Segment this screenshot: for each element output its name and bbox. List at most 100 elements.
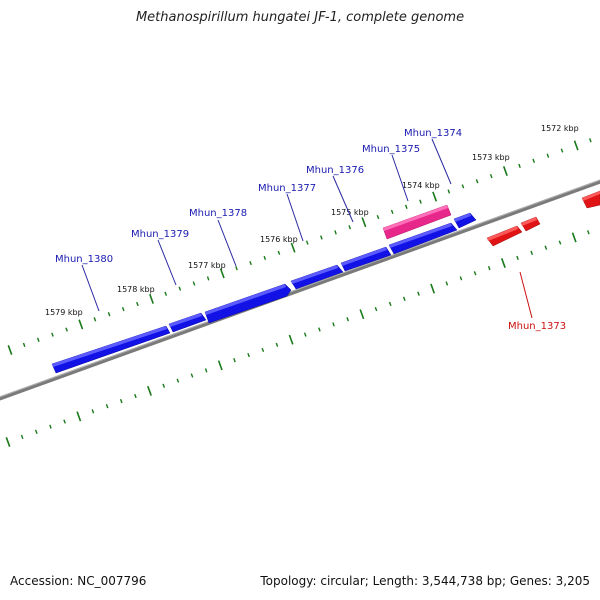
gene-label-mhun-1373[interactable]: Mhun_1373 — [508, 321, 566, 332]
gene-mhun-1378[interactable] — [204, 283, 292, 324]
major-tick — [500, 258, 506, 268]
major-tick — [573, 140, 579, 151]
minor-tick — [332, 322, 335, 327]
gene-mhun-1372-top — [521, 217, 537, 226]
minor-tick — [162, 383, 166, 388]
minor-tick — [65, 327, 68, 332]
minor-tick — [516, 255, 519, 261]
gene-label-mhun-1375[interactable]: Mhun_1375 — [362, 144, 420, 155]
minor-tick — [93, 317, 97, 322]
minor-tick — [263, 255, 267, 261]
gene-label-mhun-1380[interactable]: Mhun_1380 — [55, 254, 113, 265]
minor-tick — [277, 250, 281, 255]
forward-genes — [51, 212, 477, 374]
gene-mhun-1374-a[interactable] — [388, 222, 458, 255]
minor-tick — [459, 276, 463, 281]
scale-label: 1579 kbp — [45, 308, 83, 317]
minor-tick — [34, 429, 38, 434]
gene-mhun-1371-top — [582, 191, 600, 201]
minor-tick — [51, 332, 54, 337]
minor-tick — [119, 398, 123, 404]
major-tick — [361, 217, 367, 228]
minor-tick — [107, 312, 111, 317]
gene-top-shade — [205, 284, 286, 315]
minor-tick — [546, 153, 550, 158]
minor-tick — [518, 163, 521, 169]
gene-label-mhun-1377[interactable]: Mhun_1377 — [258, 183, 316, 194]
minor-tick — [530, 250, 534, 255]
minor-tick — [589, 138, 592, 143]
genome-backbone-highlight — [0, 179, 600, 398]
scale-label: 1576 kbp — [260, 235, 298, 244]
gene-label-mhun-1376[interactable]: Mhun_1376 — [306, 165, 364, 176]
gene-label-mhun-1378[interactable]: Mhun_1378 — [189, 208, 247, 219]
minor-tick — [190, 373, 194, 378]
gene-top-shade — [169, 313, 202, 327]
minor-tick — [63, 419, 66, 424]
minor-tick — [178, 286, 182, 291]
minor-tick — [487, 265, 491, 271]
gene-mhun-1374[interactable] — [453, 212, 477, 229]
minor-tick — [445, 281, 449, 286]
scale-label: 1577 kbp — [188, 261, 226, 270]
minor-tick — [558, 240, 562, 245]
minor-tick — [204, 368, 208, 373]
major-tick — [78, 319, 84, 330]
gene-mhun-1373-top — [487, 226, 518, 241]
scale-label: 1575 kbp — [331, 208, 369, 217]
major-tick — [430, 283, 436, 294]
minor-tick — [134, 393, 137, 399]
gene-label-mhun-1374[interactable]: Mhun_1374 — [404, 128, 462, 139]
minor-tick — [235, 266, 238, 271]
minor-tick — [376, 214, 380, 220]
gene-top-shade — [291, 265, 338, 284]
minor-tick — [136, 301, 139, 307]
scale-label: 1574 kbp — [402, 181, 440, 190]
minor-tick — [390, 209, 394, 215]
minor-tick — [334, 230, 337, 235]
gene-mhun-1380-top — [52, 326, 167, 367]
major-tick — [290, 242, 296, 253]
minor-tick — [489, 173, 493, 179]
minor-tick — [303, 332, 307, 337]
minor-tick — [587, 230, 590, 235]
gene-top-shade — [454, 213, 471, 222]
minor-tick — [318, 327, 321, 332]
minor-tick — [402, 296, 406, 301]
minor-tick — [374, 306, 378, 312]
genome-info-text: Topology: circular; Length: 3,544,738 bp… — [260, 574, 590, 588]
gene-mhun-1375-top — [383, 205, 448, 231]
gene-top-shade — [389, 223, 452, 248]
major-tick — [432, 191, 438, 202]
major-tick — [359, 309, 365, 320]
gene-top-shade — [341, 247, 387, 266]
major-tick — [149, 293, 154, 304]
accession-text: Accession: NC_007796 — [10, 574, 147, 588]
gene-label-mhun-1379[interactable]: Mhun_1379 — [131, 229, 189, 240]
minor-tick — [461, 184, 465, 189]
minor-tick — [192, 281, 196, 286]
minor-tick — [164, 291, 168, 296]
minor-tick — [206, 276, 210, 281]
minor-tick — [275, 342, 279, 347]
minor-tick — [176, 378, 180, 383]
minor-tick — [475, 179, 479, 184]
minor-tick — [121, 306, 125, 312]
major-tick — [7, 345, 13, 355]
major-tick — [147, 385, 152, 396]
minor-tick — [249, 260, 252, 266]
minor-tick — [417, 291, 420, 296]
major-tick — [288, 334, 294, 345]
minor-tick — [473, 271, 477, 276]
minor-tick — [346, 317, 350, 322]
minor-tick — [247, 352, 250, 358]
minor-tick — [544, 245, 548, 250]
tick-marks — [5, 138, 592, 447]
minor-tick — [261, 347, 265, 353]
genome-backbone — [0, 179, 600, 401]
minor-tick — [91, 409, 95, 414]
scale-label: 1572 kbp — [541, 124, 579, 133]
major-tick — [5, 437, 11, 447]
